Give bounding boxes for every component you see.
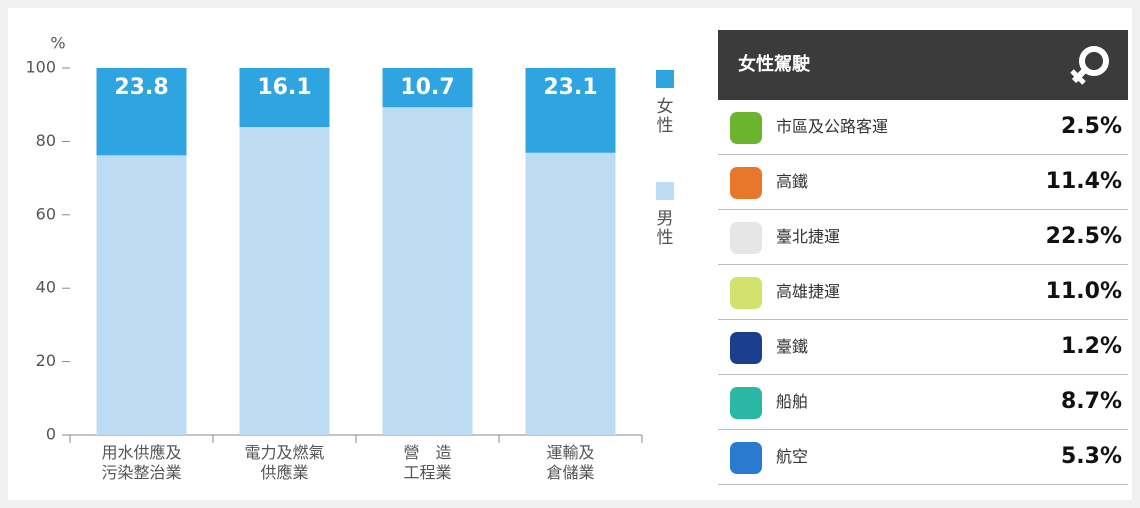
panel-row: 高雄捷運 11.0%: [718, 265, 1128, 320]
chart: % 0 20 40 60 80 100 23.8 16.1 10.7 23.1: [25, 34, 674, 444]
y-tick-label: 20: [36, 351, 56, 370]
panel: 女性駕駛 市區及公路客運 2.5% 高鐵 11.4% 臺北捷運 22.5% 高雄捷運 11.0…: [718, 30, 1128, 485]
row-icon: [730, 167, 762, 199]
panel-row: 航空 5.3%: [718, 430, 1128, 485]
row-icon: [730, 387, 762, 419]
legend-label: 女性: [656, 97, 674, 136]
y-tick-label: 100: [25, 58, 56, 77]
data-label: 23.8: [114, 75, 168, 100]
bar-segment: [525, 152, 616, 436]
panel-row: 臺北捷運 22.5%: [718, 210, 1128, 265]
row-value: 1.2%: [1060, 334, 1122, 359]
bar-segment: [239, 68, 330, 128]
x-tick-label: 運輸及 倉儲業: [546, 443, 595, 482]
bar-segment: [239, 127, 330, 435]
bar-segment: [382, 68, 473, 108]
row-value: 11.4%: [1045, 169, 1122, 194]
row-value: 2.5%: [1060, 114, 1122, 139]
x-tick-label: 用水供應及 污染整治業: [101, 443, 182, 482]
panel-title: 女性駕駛: [738, 54, 810, 75]
x-tick-label: 電力及燃氣 供應業: [244, 443, 325, 482]
y-tick-label: 60: [36, 204, 56, 223]
legend-swatch: [656, 70, 674, 88]
row-name: 高雄捷運: [776, 282, 841, 301]
y-tick-label: 40: [36, 278, 56, 297]
y-unit: %: [50, 34, 65, 53]
page: % 0 20 40 60 80 100 23.8 16.1 10.7 23.1 女性駕駛 市區及公…: [8, 8, 1132, 500]
panel-row: 市區及公路客運 2.5%: [718, 100, 1128, 155]
row-icon: [730, 222, 762, 254]
data-label: 10.7: [400, 75, 454, 100]
bar-segment: [382, 107, 473, 436]
row-name: 高鐵: [776, 172, 809, 191]
row-icon: [730, 112, 762, 144]
bar-segment: [96, 155, 187, 435]
row-name: 臺鐵: [776, 337, 809, 356]
data-label: 23.1: [543, 75, 597, 100]
panel-row: 船舶 8.7%: [718, 375, 1128, 430]
legend-swatch: [656, 182, 674, 200]
row-value: 8.7%: [1060, 389, 1122, 414]
y-tick-label: 0: [46, 425, 56, 444]
panel-row: 臺鐵 1.2%: [718, 320, 1128, 375]
row-value: 5.3%: [1060, 444, 1122, 469]
row-value: 11.0%: [1045, 279, 1122, 304]
x-tick-label: 營 造 工程業: [403, 443, 452, 482]
legend-label: 男性: [656, 209, 674, 248]
panel-header: 女性駕駛: [718, 30, 1128, 100]
bar-segment: [525, 68, 616, 153]
bar-segment: [96, 68, 187, 156]
row-name: 市區及公路客運: [776, 117, 889, 136]
row-icon: [730, 442, 762, 474]
panel-rows: 市區及公路客運 2.5% 高鐵 11.4% 臺北捷運 22.5% 高雄捷運 11.0% 臺鐵 1.…: [718, 100, 1128, 485]
row-value: 22.5%: [1045, 224, 1122, 249]
y-tick-label: 80: [36, 131, 56, 150]
row-name: 航空: [776, 447, 809, 466]
data-label: 16.1: [257, 75, 311, 100]
row-name: 船舶: [776, 392, 809, 411]
panel-row: 高鐵 11.4%: [718, 155, 1128, 210]
row-name: 臺北捷運: [776, 227, 841, 246]
row-icon: [730, 277, 762, 309]
female-icon: [1070, 46, 1109, 85]
row-icon: [730, 332, 762, 364]
